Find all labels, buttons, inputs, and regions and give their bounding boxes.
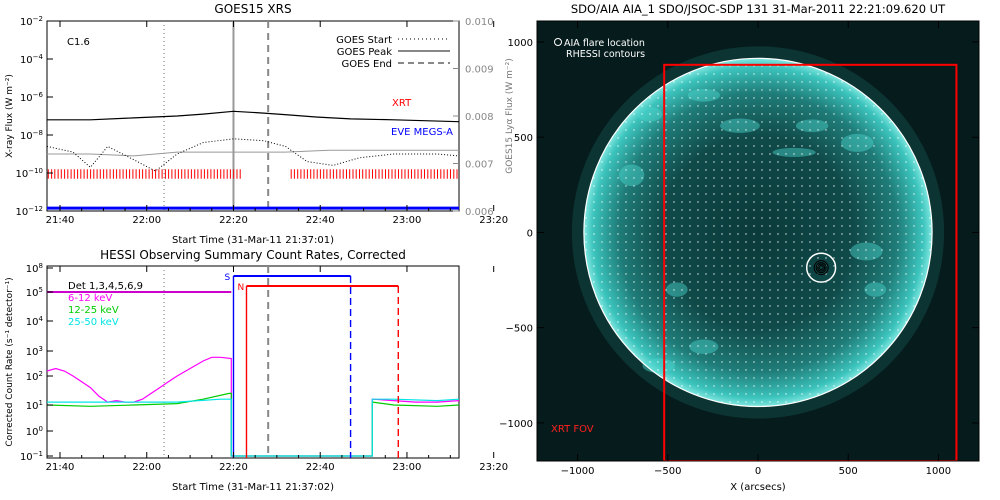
goes-x-tick-label: 22:00 <box>132 215 161 226</box>
hessi-y-tick-label: 10−1 <box>20 450 43 463</box>
goes-xlabel: Start Time (31-Mar-11 21:37:01) <box>172 235 334 246</box>
goes-x-tick-label: 22:20 <box>219 215 248 226</box>
goes-y2-tick-label: 0.008 <box>465 112 494 123</box>
hessi-x-tick-label: 22:20 <box>219 462 248 473</box>
hessi-legend-det: Det 1,3,4,5,6,9 <box>68 281 143 292</box>
hessi-x-tick-label: 22:00 <box>132 462 161 473</box>
aia-rhessi-contour <box>815 262 827 274</box>
goes-eve-label: EVE MEGS-A <box>391 127 453 138</box>
hessi-marks: SN <box>47 266 459 458</box>
aia-y-tick-label: −1000 <box>499 419 533 430</box>
goes-legend-end: GOES End <box>342 59 392 70</box>
hessi-y-tick-label: 103 <box>26 345 43 358</box>
aia-lat-lon-grid <box>583 58 933 407</box>
hessi-legend-25-50: 25-50 keV <box>68 317 119 328</box>
goes-y2-tick-label: 0.007 <box>465 160 494 171</box>
goes-marks <box>47 21 459 211</box>
goes-x-tick-label: 23:20 <box>479 215 508 226</box>
goes-xrt-label: XRT <box>392 98 412 109</box>
hessi-y-tick-label: 108 <box>26 262 43 275</box>
hessi-x-tick-label: 23:20 <box>479 462 508 473</box>
aia-fov-label: XRT FOV <box>551 424 594 435</box>
aia-panel: SDO/AIA AIA_1 SDO/JSOC-SDP 131 31-Mar-20… <box>499 2 980 493</box>
goes-y-tick-label: 10−12 <box>15 205 43 218</box>
hessi-marker-label-S: S <box>224 273 230 283</box>
aia-legend: AIA flare location RHESSI contours <box>554 38 645 60</box>
hessi-legend: Det 1,3,4,5,6,9 6-12 keV 12-25 keV 25-50… <box>68 281 143 328</box>
aia-xrt-fov-box <box>663 63 958 461</box>
hessi-plot-frame <box>46 265 460 459</box>
aia-x-tick-label: −500 <box>654 466 681 477</box>
aia-x-tick-label: 500 <box>839 466 858 477</box>
goes-y-tick-label: 10−2 <box>20 15 43 28</box>
goes-y2-tick-label: 0.009 <box>465 65 494 76</box>
hessi-y-tick-label: 101 <box>26 399 43 412</box>
goes-y2-tick-label: 0.006 <box>465 207 494 218</box>
hessi-y-tick-label: 104 <box>26 315 44 328</box>
aia-axes: −1000 −500 0 500 1000 1000 500 0 −500 −1000 <box>499 21 979 477</box>
goes-y2-tick-label: 0.010 <box>465 17 494 28</box>
aia-y-tick-label: 500 <box>514 133 533 144</box>
hessi-x-tick-label: 22:40 <box>306 462 335 473</box>
aia-rhessi-contour <box>818 265 824 271</box>
goes-x-tick-label: 22:40 <box>306 215 335 226</box>
goes-panel: GOES15 XRS 21:40 22:00 22:20 22:40 23:00 23:2… <box>5 2 515 246</box>
hessi-marker-label-N: N <box>237 283 244 293</box>
aia-x-tick-label: 0 <box>755 466 761 477</box>
hessi-y-tick-label: 100 <box>26 425 43 438</box>
goes-y-tick-label: 10−8 <box>20 129 43 142</box>
goes-y-tick-label: 10−6 <box>20 91 44 104</box>
aia-legend-rhessi: RHESSI contours <box>566 49 645 60</box>
aia-marks <box>571 46 958 461</box>
hessi-legend-6-12: 6-12 keV <box>68 293 112 304</box>
aia-y-tick-label: −500 <box>506 324 533 335</box>
aia-x-tick-label: 1000 <box>926 466 951 477</box>
goes-plot-frame <box>46 20 460 212</box>
hessi-panel: HESSI Observing Summary Count Rates, Cor… <box>5 248 508 493</box>
aia-solar-limb <box>583 57 933 408</box>
goes-axes: 21:40 22:00 22:20 22:40 23:00 23:20 10−2 10−4 10… <box>15 15 508 226</box>
aia-y-tick-label: 0 <box>527 228 533 239</box>
aia-legend-circle-icon <box>554 38 562 46</box>
aia-x-tick-label: −1000 <box>561 466 595 477</box>
hessi-xlabel: Start Time (31-Mar-11 21:37:02) <box>172 482 334 493</box>
goes-x-tick-label: 21:40 <box>46 215 75 226</box>
aia-rhessi-contour <box>813 260 829 276</box>
hessi-legend-12-25: 12-25 keV <box>68 305 119 316</box>
goes-legend-start: GOES Start <box>336 35 392 46</box>
goes-ylabel-right: GOES15 Lyα Flux (W m⁻²) <box>505 58 515 174</box>
aia-title: SDO/AIA AIA_1 SDO/JSOC-SDP 131 31-Mar-20… <box>571 2 946 16</box>
hessi-12-25-line <box>47 392 459 457</box>
goes-xrt-coverage <box>47 169 458 179</box>
goes-ylabel-left: X-ray Flux (W m⁻²) <box>5 74 15 158</box>
aia-xlabel: X (arcsecs) <box>730 482 786 493</box>
aia-rhessi-contour <box>817 263 826 272</box>
hessi-axes: 21:40 22:00 22:20 22:40 23:00 23:20 108 105 104 1… <box>20 262 508 473</box>
goes-y-tick-label: 10−4 <box>20 53 44 66</box>
goes-class-label: C1.6 <box>67 37 90 48</box>
goes-long-line <box>47 110 459 123</box>
hessi-x-tick-label: 21:40 <box>46 462 75 473</box>
hessi-ylabel: Corrected Count Rate (s⁻¹ detector⁻¹) <box>5 277 15 446</box>
aia-flare-location <box>805 252 837 283</box>
hessi-y-tick-label: 105 <box>26 286 43 299</box>
hessi-x-tick-label: 23:00 <box>393 462 422 473</box>
goes-legend-peak: GOES Peak <box>337 47 392 58</box>
hessi-y-tick-label: 102 <box>26 370 43 383</box>
hessi-25-50-line <box>47 398 459 457</box>
goes-lya-line <box>47 149 459 157</box>
aia-legend-flare: AIA flare location <box>564 38 645 49</box>
aia-y-tick-label: 1000 <box>508 38 533 49</box>
goes-title: GOES15 XRS <box>214 2 291 16</box>
goes-x-tick-label: 23:00 <box>393 215 422 226</box>
hessi-title: HESSI Observing Summary Count Rates, Cor… <box>100 248 406 262</box>
goes-legend: GOES Start GOES Peak GOES End <box>336 35 450 70</box>
goes-y-tick-label: 10−10 <box>15 167 43 180</box>
hessi-6-12-line <box>47 356 459 457</box>
